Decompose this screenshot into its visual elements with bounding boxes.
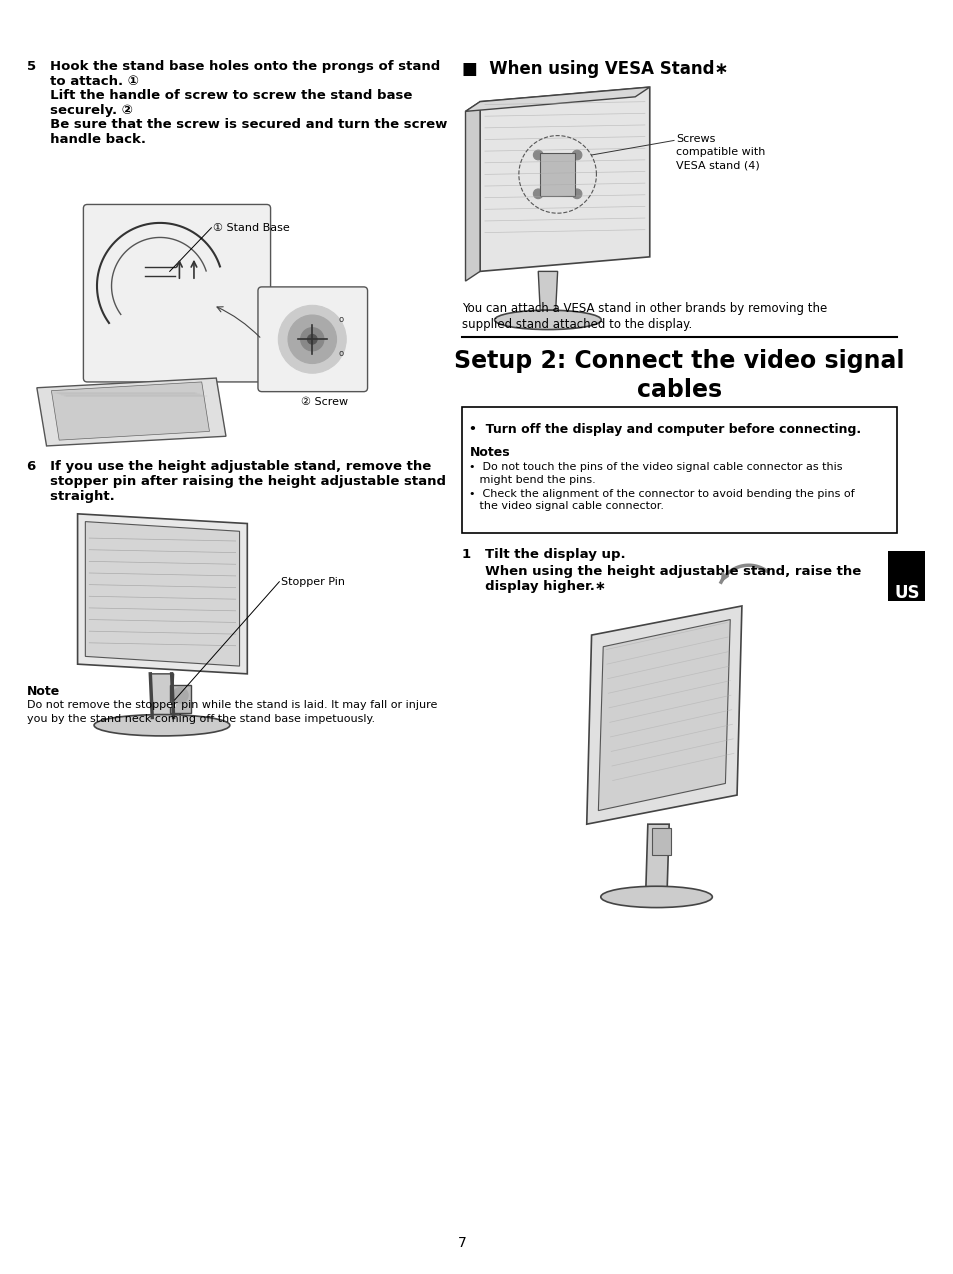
- Text: 1   Tilt the display up.: 1 Tilt the display up.: [461, 548, 624, 561]
- Bar: [887, 550, 924, 601]
- Text: securely. ②: securely. ②: [27, 103, 133, 117]
- Text: o: o: [338, 316, 344, 325]
- FancyBboxPatch shape: [257, 287, 367, 391]
- Bar: [461, 408, 896, 534]
- FancyBboxPatch shape: [83, 204, 271, 382]
- Circle shape: [307, 334, 316, 344]
- Circle shape: [533, 189, 542, 199]
- Circle shape: [572, 189, 581, 199]
- Text: Be sure that the screw is secured and turn the screw: Be sure that the screw is secured and tu…: [27, 118, 447, 131]
- Polygon shape: [37, 378, 226, 446]
- Text: Lift the handle of screw to screw the stand base: Lift the handle of screw to screw the st…: [27, 89, 412, 102]
- Text: •  Do not touch the pins of the video signal cable connector as this: • Do not touch the pins of the video sig…: [469, 462, 842, 473]
- Text: o: o: [338, 349, 344, 358]
- Polygon shape: [465, 102, 479, 282]
- Circle shape: [300, 327, 324, 350]
- Text: 7: 7: [457, 1236, 466, 1250]
- Text: ① Stand Base: ① Stand Base: [213, 223, 290, 233]
- Text: straight.: straight.: [27, 489, 114, 502]
- Polygon shape: [598, 619, 729, 810]
- Ellipse shape: [494, 310, 600, 330]
- Text: Notes: Notes: [469, 446, 510, 459]
- Polygon shape: [645, 824, 668, 887]
- Text: Note: Note: [27, 684, 60, 698]
- Text: 6   If you use the height adjustable stand, remove the: 6 If you use the height adjustable stand…: [27, 460, 431, 474]
- Polygon shape: [465, 87, 649, 111]
- Polygon shape: [77, 513, 247, 674]
- Bar: [651, 828, 670, 855]
- Text: Setup 2: Connect the video signal: Setup 2: Connect the video signal: [454, 349, 903, 373]
- Text: ② Screw: ② Screw: [300, 397, 348, 408]
- Polygon shape: [479, 87, 649, 271]
- Text: Stopper Pin: Stopper Pin: [281, 577, 345, 587]
- Text: •  Turn off the display and computer before connecting.: • Turn off the display and computer befo…: [469, 423, 861, 436]
- Text: US: US: [893, 583, 919, 601]
- Text: to attach. ①: to attach. ①: [27, 74, 139, 88]
- Text: the video signal cable connector.: the video signal cable connector.: [469, 501, 663, 511]
- Circle shape: [170, 702, 175, 708]
- Circle shape: [533, 150, 542, 159]
- Bar: [170, 685, 191, 712]
- Polygon shape: [51, 382, 210, 440]
- Text: cables: cables: [636, 378, 721, 403]
- Text: might bend the pins.: might bend the pins.: [469, 475, 596, 485]
- Ellipse shape: [600, 887, 712, 907]
- Polygon shape: [151, 674, 173, 717]
- Circle shape: [288, 315, 336, 363]
- Polygon shape: [85, 521, 239, 666]
- Circle shape: [172, 688, 188, 703]
- Circle shape: [572, 150, 581, 159]
- Text: ■  When using VESA Stand∗: ■ When using VESA Stand∗: [461, 60, 727, 78]
- Text: Screws
compatible with
VESA stand (4): Screws compatible with VESA stand (4): [676, 134, 764, 169]
- Polygon shape: [586, 606, 741, 824]
- Bar: [539, 153, 575, 196]
- Polygon shape: [537, 271, 558, 310]
- Text: 5   Hook the stand base holes onto the prongs of stand: 5 Hook the stand base holes onto the pro…: [27, 60, 440, 73]
- Ellipse shape: [94, 715, 230, 736]
- Text: display higher.∗: display higher.∗: [461, 580, 605, 592]
- Text: Do not remove the stopper pin while the stand is laid. It may fall or injure
you: Do not remove the stopper pin while the …: [27, 699, 437, 724]
- Text: handle back.: handle back.: [27, 132, 146, 145]
- Text: supplied stand attached to the display.: supplied stand attached to the display.: [461, 318, 691, 331]
- Text: stopper pin after raising the height adjustable stand: stopper pin after raising the height adj…: [27, 475, 446, 488]
- Text: •  Check the alignment of the connector to avoid bending the pins of: • Check the alignment of the connector t…: [469, 489, 854, 498]
- Circle shape: [278, 306, 346, 373]
- Text: You can attach a VESA stand in other brands by removing the: You can attach a VESA stand in other bra…: [461, 302, 826, 316]
- Text: When using the height adjustable stand, raise the: When using the height adjustable stand, …: [461, 566, 860, 578]
